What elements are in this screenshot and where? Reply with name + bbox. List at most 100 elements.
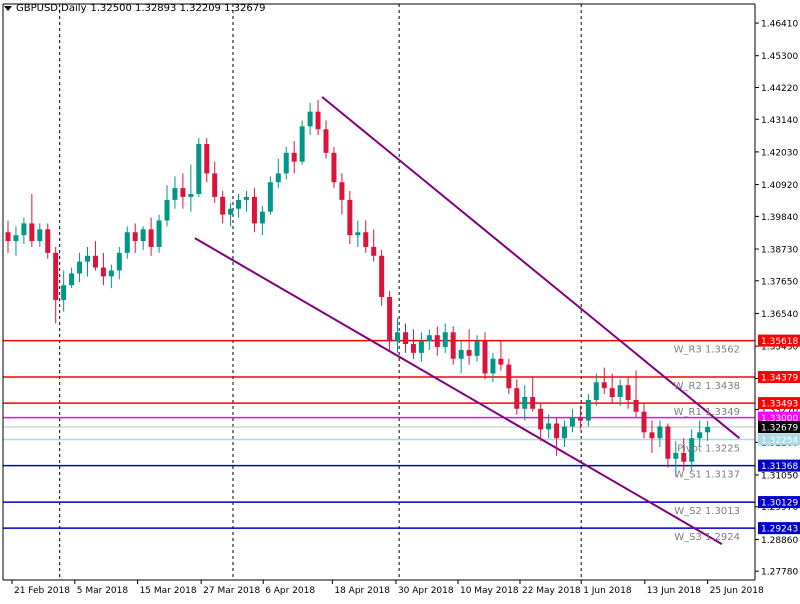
price-tag-bg xyxy=(758,411,800,424)
price-tag-w_r2: 1.34379 xyxy=(758,371,800,384)
candle xyxy=(108,264,114,289)
price-tag-w_s1: 1.31368 xyxy=(758,459,800,472)
candle-body xyxy=(625,385,631,400)
level-label-w_r1: W_R1 1.3349 xyxy=(674,407,740,418)
candle-body xyxy=(85,255,90,262)
candle xyxy=(124,226,130,259)
candle xyxy=(387,291,393,350)
candle xyxy=(53,246,59,324)
candles xyxy=(5,99,711,477)
y-tick-label: 1.40920 xyxy=(761,181,798,191)
candle-body xyxy=(275,173,281,183)
candle-body xyxy=(426,335,432,342)
chart-title: GBPUSD,Daily 1.32500 1.32893 1.32209 1.3… xyxy=(4,3,265,14)
price-tag-bg xyxy=(758,522,800,535)
price-tag-text: 1.32679 xyxy=(761,424,798,434)
channel-line[interactable] xyxy=(321,96,741,439)
level-label-w_pivot: Pivot 1.3225 xyxy=(677,444,740,455)
candle xyxy=(609,373,615,403)
candle xyxy=(450,326,456,365)
candle xyxy=(577,405,583,430)
candle xyxy=(259,205,265,236)
candle xyxy=(29,193,35,247)
candle xyxy=(530,376,536,412)
candle xyxy=(228,202,234,227)
price-tag-text: 1.35618 xyxy=(761,337,798,347)
x-tick-label: 13 Jun 2018 xyxy=(647,586,701,596)
candle xyxy=(45,223,51,259)
ohlc-label: 1.32500 1.32893 1.32209 1.32679 xyxy=(90,3,266,14)
candle-body xyxy=(434,335,440,347)
candle xyxy=(689,429,695,471)
candle xyxy=(673,441,679,477)
candle-body xyxy=(116,252,122,271)
y-tick-label: 1.29970 xyxy=(761,503,798,513)
y-tick-label: 1.42030 xyxy=(761,148,798,158)
candle-body xyxy=(283,152,289,174)
candle-body xyxy=(601,382,607,389)
candle-body xyxy=(347,199,353,236)
candle xyxy=(116,246,122,280)
candle-body xyxy=(490,358,496,374)
candle xyxy=(641,402,647,439)
candle-body xyxy=(403,332,408,345)
candle xyxy=(100,252,106,286)
y-tick-label: 1.46410 xyxy=(761,20,798,30)
price-tag-w_s3: 1.29243 xyxy=(758,522,800,535)
price-tag-text: 1.33000 xyxy=(761,414,798,424)
candle xyxy=(307,102,313,136)
candle xyxy=(562,420,567,448)
candle-body xyxy=(13,235,19,242)
candle-body xyxy=(649,432,655,439)
candle-body xyxy=(45,229,51,253)
level-label-w_s2: W_S2 1.3013 xyxy=(674,506,740,517)
candle-body xyxy=(307,111,313,127)
y-tick-label: 1.27780 xyxy=(761,568,798,578)
candle-body xyxy=(474,341,480,356)
candle xyxy=(220,191,226,224)
candle-body xyxy=(69,273,75,286)
candle-body xyxy=(196,143,202,194)
channel-line[interactable] xyxy=(194,237,723,545)
x-tick-label: 22 May 2018 xyxy=(522,586,581,596)
y-tick-label: 1.36540 xyxy=(761,310,798,320)
candle xyxy=(665,423,671,468)
candle-body xyxy=(482,341,488,374)
candle xyxy=(546,414,552,439)
candle-body xyxy=(108,270,114,277)
candle xyxy=(188,164,194,212)
candle-body xyxy=(124,232,130,253)
candle-body xyxy=(371,246,377,256)
y-tick-label: 1.44220 xyxy=(761,84,798,94)
candle-body xyxy=(387,296,393,342)
candle xyxy=(633,370,639,418)
candle xyxy=(196,138,202,197)
y-tick-label: 1.33270 xyxy=(761,406,798,416)
candle xyxy=(434,326,440,356)
candle xyxy=(418,332,424,362)
candle xyxy=(299,120,305,165)
candle-body xyxy=(21,223,27,236)
y-tick-label: 1.43140 xyxy=(761,116,798,126)
price-tag-bg xyxy=(758,496,800,509)
candle-body xyxy=(363,232,369,247)
candle-body xyxy=(665,426,671,459)
channel-lines xyxy=(194,96,741,545)
candle xyxy=(506,358,512,395)
candle-body xyxy=(92,255,98,268)
y-tick-labels: 1.46410 1.45300 1.44220 1.43140 1.42030 1.409… xyxy=(755,20,798,578)
price-tag-text: 1.32254 xyxy=(761,436,798,446)
x-tick-label: 15 Mar 2018 xyxy=(140,586,197,596)
x-tick-labels: 21 Feb 2018 5 Mar 2018 15 Mar 2018 27 Mar 2… xyxy=(11,580,764,596)
candle-body xyxy=(100,267,106,277)
candle-body xyxy=(355,232,361,236)
triangle-down-icon[interactable] xyxy=(4,6,12,11)
candle-body xyxy=(681,452,687,462)
candle-body xyxy=(315,111,321,130)
x-tick-label: 25 Jun 2018 xyxy=(710,586,764,596)
candle xyxy=(77,252,83,283)
candle xyxy=(85,246,90,277)
y-tick-label: 1.35430 xyxy=(761,343,798,353)
